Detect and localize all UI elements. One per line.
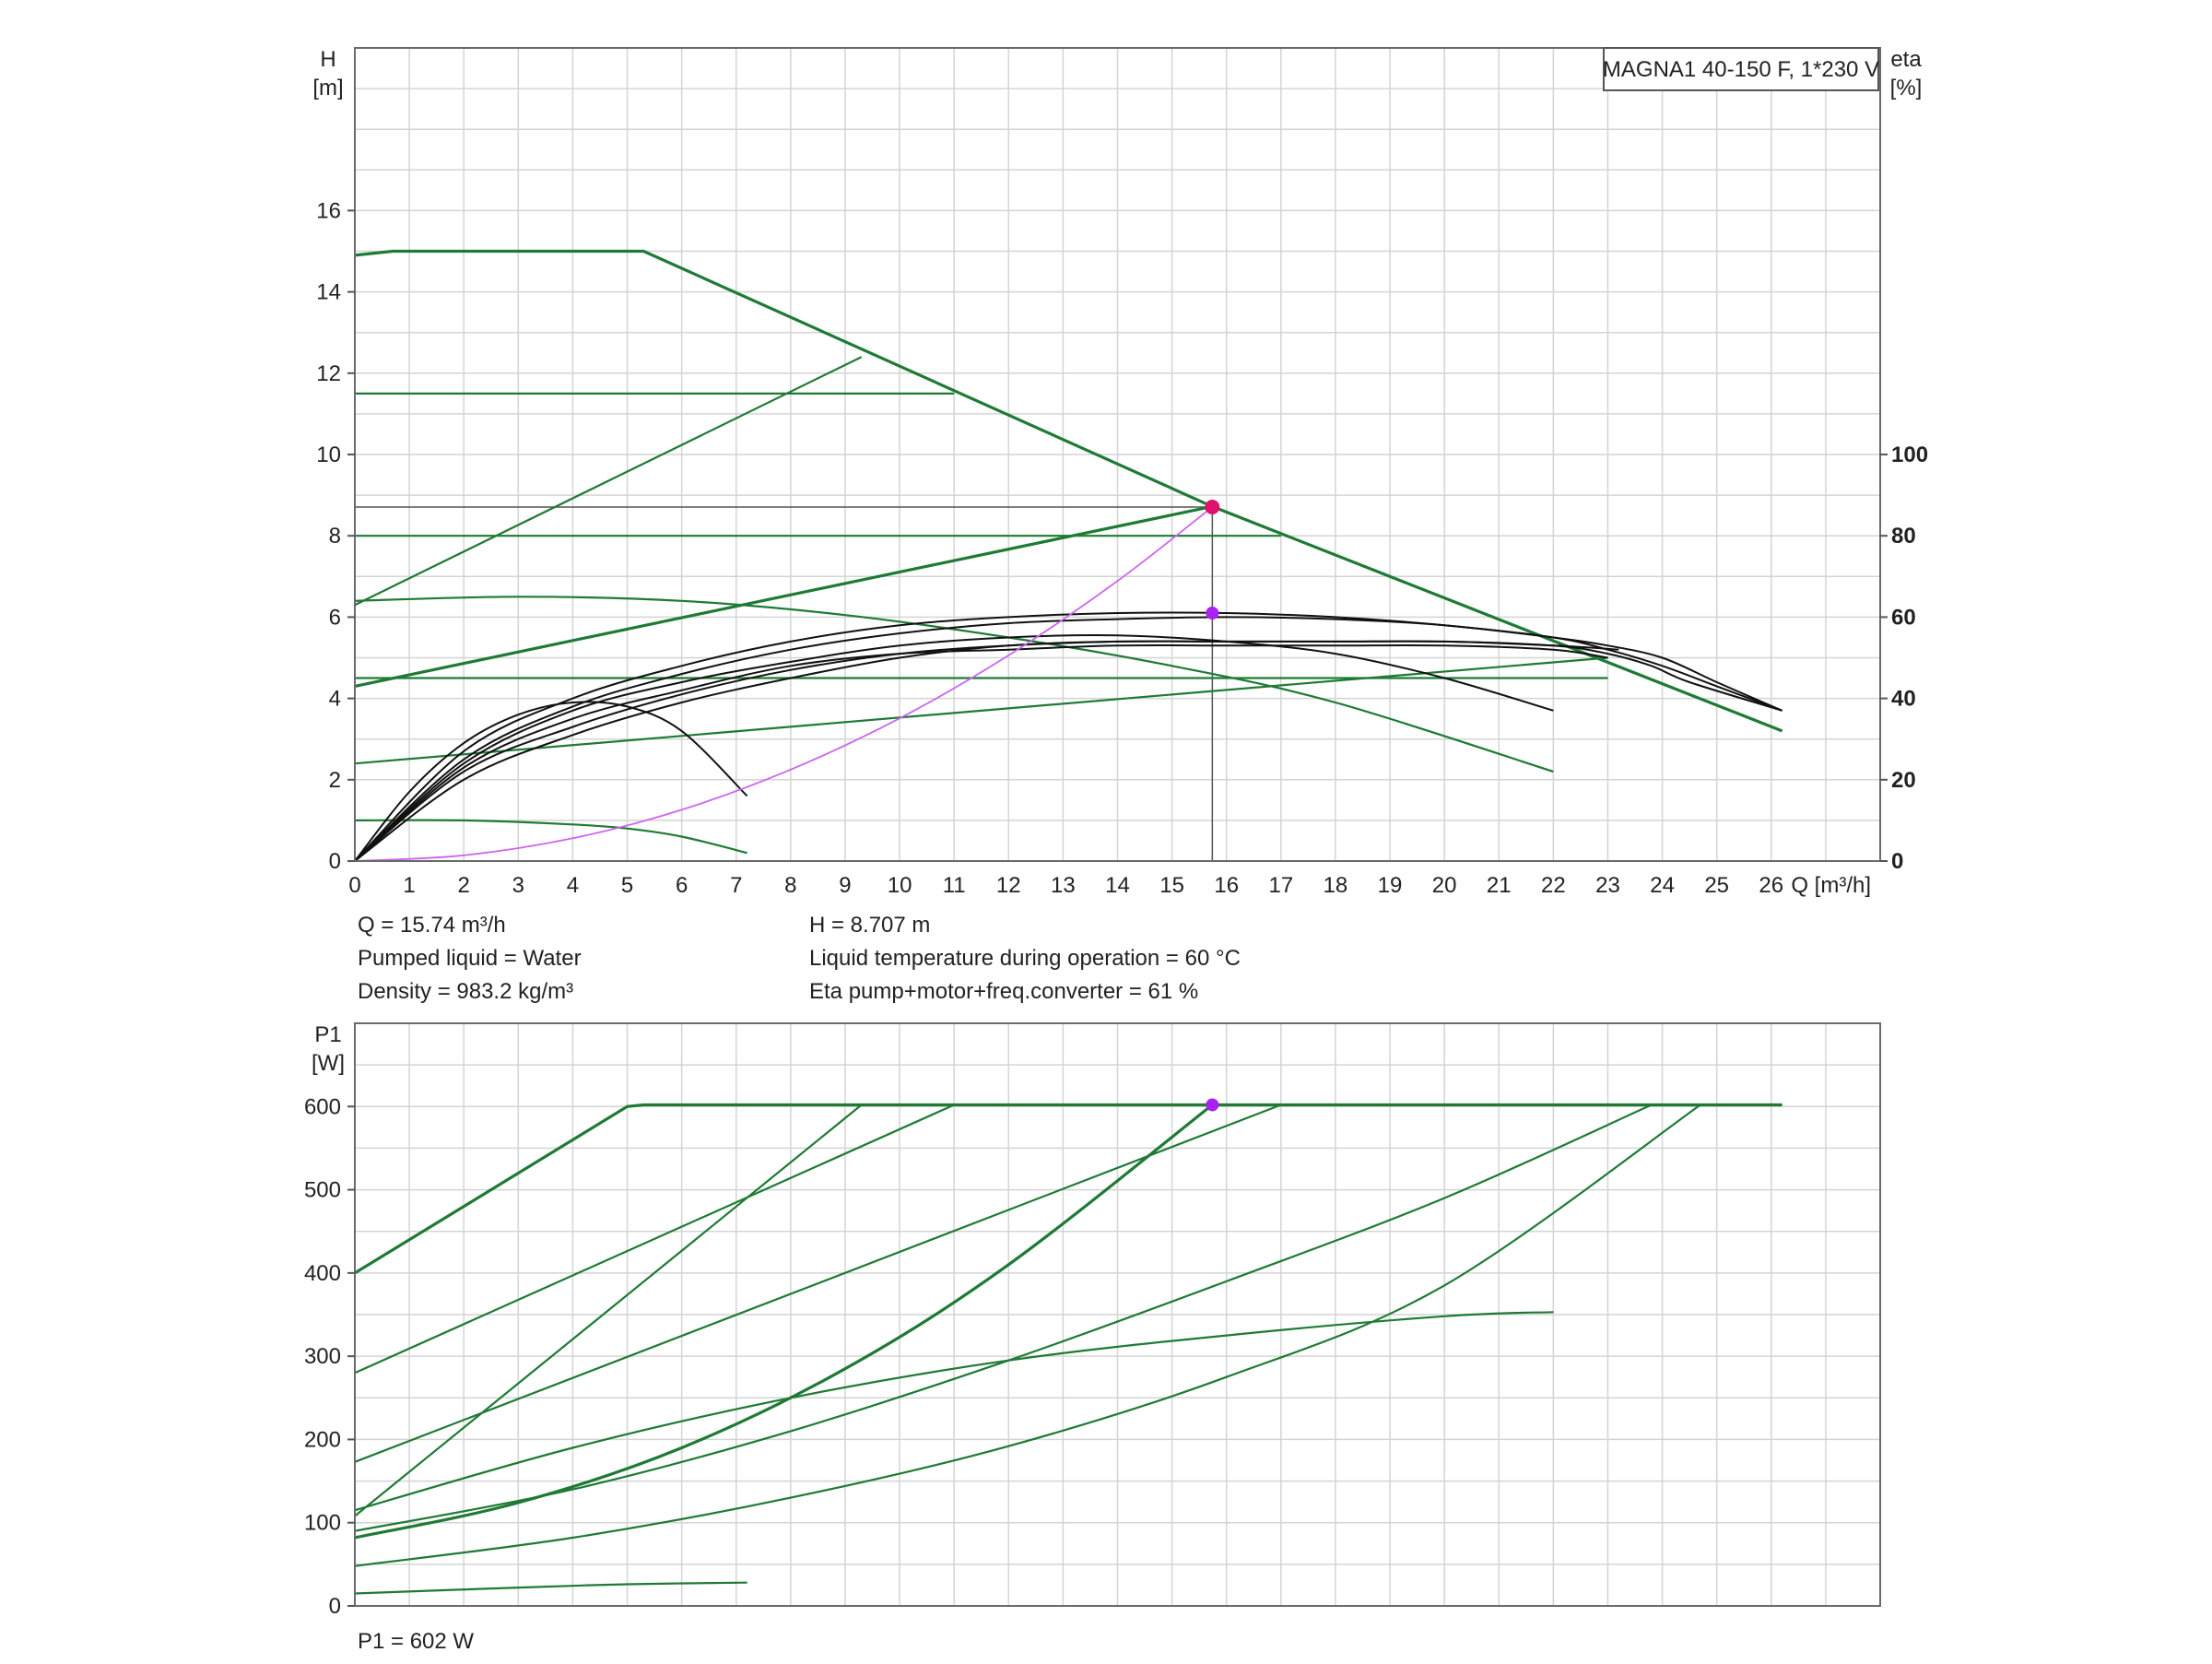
duty-point-power-marker [1206,1098,1219,1112]
x-tick-label: 15 [1159,873,1184,898]
y2-tick-label: 40 [1891,687,1916,712]
power-curve [354,1103,955,1375]
x-tick-label: 1 [403,873,415,898]
x-tick-label: 0 [348,873,360,898]
head-curve [354,596,1554,773]
power-chart-ticks: 0 100 200 300 400 500 600 [304,1094,355,1619]
power-curve [354,1103,1653,1532]
power-footer: P1 = 602 W [358,1629,474,1654]
head-curve [354,249,1783,733]
info-flow: Q = 15.74 m³/h [358,913,506,938]
head-chart-grid [354,47,1881,862]
head-curve [354,819,747,855]
y-tick-label: 10 [316,443,341,467]
power-y-tick-label: 0 [329,1594,341,1619]
power-curve [354,1581,747,1595]
x-tick-label: 12 [996,873,1021,898]
info-liquid: Pumped liquid = Water [358,946,582,971]
x-tick-label: 8 [784,873,796,898]
chart-title: MAGNA1 40-150 F, 1*230 V [1603,57,1879,82]
efficiency-curve [354,643,1608,862]
y-tick-label: 6 [329,605,341,630]
x-tick-label: 18 [1324,873,1348,898]
y-axis-title: H [320,47,335,72]
y2-tick-label: 0 [1891,849,1903,874]
power-y-tick-label: 400 [304,1261,341,1286]
x-tick-label: 9 [839,873,851,898]
y-tick-label: 16 [316,198,341,223]
x-tick-label: 10 [888,873,912,898]
power-axis-title: P1 [314,1022,341,1047]
x-tick-label: 6 [676,873,688,898]
duty-point-eta-marker [1206,606,1219,620]
info-temperature: Liquid temperature during operation = 60… [809,946,1241,971]
head-chart-ticks: 0 1 2 3 4 5 6 7 8 9 10 11 12 13 14 15 16 17 18 19 20 21 22 23 24… [316,198,1928,898]
power-chart-curves [354,1098,1783,1595]
x-tick-label: 11 [943,873,966,898]
head-curve [354,656,1608,765]
y2-axis-title: eta [1890,47,1922,72]
power-y-tick-label: 300 [304,1344,341,1369]
x-tick-label: 20 [1432,873,1457,898]
x-tick-label: 19 [1378,873,1403,898]
power-curve [354,1103,1214,1540]
x-tick-label: 14 [1105,873,1130,898]
x-tick-label: 13 [1051,873,1076,898]
info-efficiency: Eta pump+motor+freq.converter = 61 % [809,979,1198,1004]
power-y-tick-label: 500 [304,1178,341,1203]
y-tick-label: 12 [316,361,341,386]
efficiency-curve [354,640,1783,862]
y2-tick-label: 60 [1891,605,1916,630]
efficiency-curve [354,616,1783,862]
y-tick-label: 0 [329,849,341,874]
x-tick-label: 17 [1268,873,1293,898]
x-tick-label: 5 [621,873,633,898]
power-curve [354,1103,1701,1567]
x-tick-label: 21 [1487,873,1512,898]
y-tick-label: 4 [329,687,341,712]
x-tick-label: 25 [1704,873,1729,898]
power-y-tick-label: 600 [304,1094,341,1119]
y2-axis-unit: [%] [1890,76,1923,100]
y2-tick-label: 20 [1891,768,1916,793]
x-tick-label: 3 [512,873,524,898]
x-tick-label: 22 [1541,873,1566,898]
efficiency-curve [354,701,748,862]
x-axis-title: Q [m³/h] [1791,873,1871,898]
info-head: H = 8.707 m [809,913,930,938]
y2-tick-label: 100 [1891,443,1928,467]
info-density: Density = 983.2 kg/m³ [358,979,573,1004]
power-y-tick-label: 200 [304,1427,341,1452]
y-axis-unit: [m] [312,76,343,100]
duty-point-head-marker [1205,500,1220,515]
power-curve [354,1103,1282,1463]
efficiency-curve [354,633,1554,862]
power-chart-grid [354,1022,1881,1607]
y-tick-label: 14 [316,280,341,305]
y-tick-label: 2 [329,768,341,793]
y2-tick-label: 80 [1891,524,1916,549]
power-curve [354,1103,1783,1275]
head-curve [354,356,863,607]
power-y-tick-label: 100 [304,1511,341,1536]
system-curve [354,506,1213,862]
power-axis-unit: [W] [312,1051,345,1076]
legend-box [1603,47,1879,91]
power-curve [354,1311,1554,1512]
x-tick-label: 16 [1214,873,1239,898]
power-chart-frame [354,1022,1881,1607]
power-curve [354,1103,863,1517]
x-tick-label: 26 [1759,873,1783,898]
x-tick-label: 23 [1595,873,1620,898]
x-tick-label: 2 [458,873,470,898]
x-tick-label: 4 [567,873,579,898]
x-tick-label: 24 [1650,873,1675,898]
y-tick-label: 8 [329,524,341,549]
x-tick-label: 7 [730,873,742,898]
head-chart-curves [354,249,1783,862]
